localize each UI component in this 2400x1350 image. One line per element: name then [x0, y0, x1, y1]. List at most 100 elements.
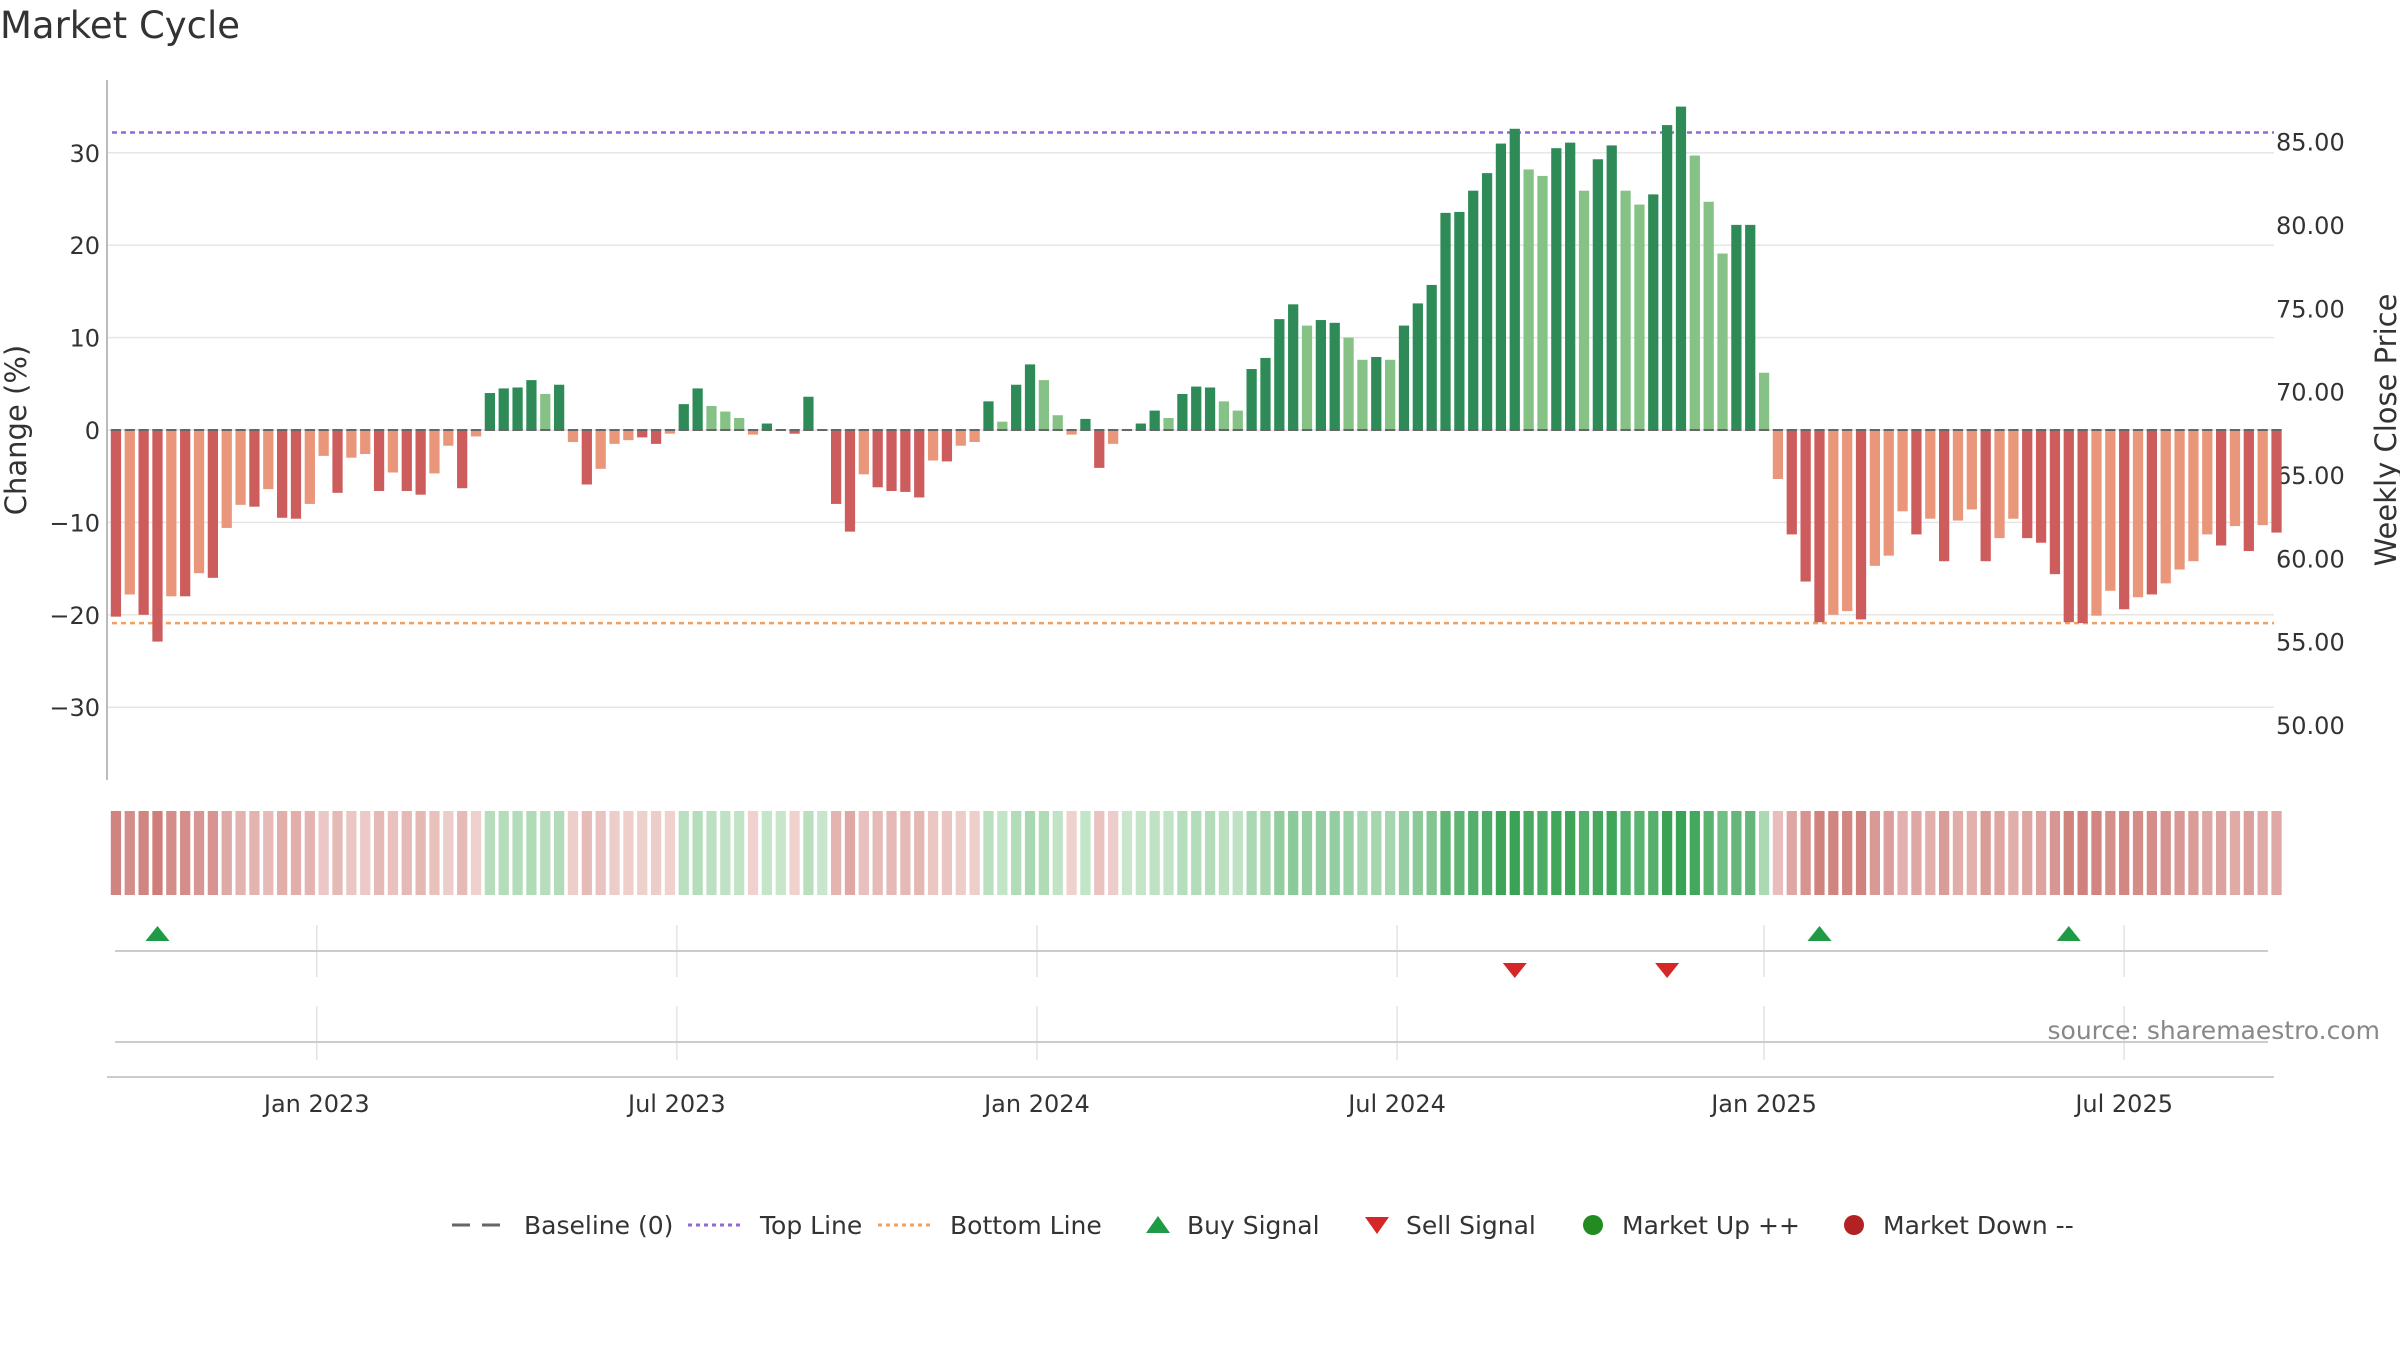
heat-cell	[1149, 811, 1160, 895]
bar	[1675, 106, 1687, 430]
bar	[2105, 430, 2116, 591]
heat-cell	[1565, 811, 1576, 895]
bar	[1274, 319, 1285, 430]
heat-cell	[650, 811, 662, 895]
bar	[1537, 175, 1548, 430]
bar	[1689, 155, 1700, 430]
y-tick-label: 10	[69, 325, 100, 353]
heat-cell	[927, 811, 939, 895]
bar	[415, 430, 426, 495]
bar	[1343, 337, 1354, 430]
heat-cell	[1385, 811, 1396, 895]
bar	[1980, 430, 1991, 562]
legend-label: Market Down --	[1883, 1211, 2074, 1240]
heat-cell	[1052, 811, 1063, 895]
heat-cell	[512, 811, 523, 895]
heat-cell	[249, 811, 260, 895]
bar	[1883, 430, 1894, 556]
heat-cell	[831, 811, 842, 895]
bar	[1246, 369, 1257, 430]
heat-cell	[1842, 811, 1853, 895]
heat-cell	[1689, 811, 1700, 895]
bar	[1869, 430, 1880, 566]
chart-title: Market Cycle	[0, 4, 241, 47]
heat-cell	[387, 811, 399, 895]
heat-cell	[2119, 811, 2130, 895]
bar	[429, 430, 440, 474]
legend-label: Sell Signal	[1406, 1211, 1536, 1240]
bar	[526, 380, 537, 430]
bar	[2049, 430, 2061, 575]
bar	[2091, 430, 2102, 616]
heat-cell	[1648, 811, 1659, 895]
legend-swatch-dot	[1844, 1215, 1864, 1235]
x-axis-ticks: Jan 2023 Jul 2023 Jan 2024 Jul 2024 Jan 2025…	[262, 1090, 2173, 1118]
bar	[997, 421, 1008, 430]
bar	[180, 430, 191, 597]
heat-cell	[470, 811, 482, 895]
heat-cell	[1357, 811, 1368, 895]
bar	[1731, 224, 1742, 430]
heat-cell	[567, 811, 579, 895]
heat-cell	[235, 811, 246, 895]
x-tick-label: Jul 2025	[2073, 1090, 2173, 1118]
heat-cell	[429, 811, 440, 895]
bar	[1163, 417, 1174, 430]
heat-cell	[2146, 811, 2157, 895]
bar	[706, 405, 717, 430]
heat-cell	[1952, 811, 1964, 895]
legend-label: Baseline (0)	[524, 1211, 673, 1240]
heat-cell	[761, 811, 772, 895]
y-tick-label: −20	[49, 602, 100, 630]
bar	[1620, 190, 1631, 430]
heat-cell	[872, 811, 883, 895]
right-tick-label: 60.00	[2276, 545, 2345, 573]
heat-cell	[2271, 811, 2282, 895]
bar	[304, 430, 315, 504]
heat-cell	[1786, 811, 1797, 895]
bar	[1011, 384, 1022, 430]
bar	[498, 388, 509, 430]
legend-item: Buy Signal	[1146, 1211, 1320, 1240]
heat-cell	[844, 811, 856, 895]
bar	[844, 430, 856, 532]
bar	[1994, 430, 2005, 539]
heat-cell	[678, 811, 689, 895]
bar	[2022, 430, 2033, 539]
heat-cell	[263, 811, 274, 895]
bar	[2229, 430, 2241, 527]
heat-cell	[332, 811, 343, 895]
heat-cell	[1731, 811, 1742, 895]
bar	[1191, 386, 1202, 430]
bar	[581, 430, 592, 485]
heat-cell	[1468, 811, 1479, 895]
heat-cell	[1371, 811, 1382, 895]
bar	[2160, 430, 2171, 584]
heat-cell	[1523, 811, 1534, 895]
bar	[138, 430, 149, 615]
heat-cell	[152, 811, 163, 895]
heat-cell	[2229, 811, 2241, 895]
bar	[1897, 430, 1908, 512]
bar	[1135, 423, 1146, 430]
source-label: source: sharemaestro.com	[2048, 1016, 2381, 1045]
bar	[858, 430, 869, 475]
heat-cell	[664, 811, 676, 895]
heat-cell	[1288, 811, 1299, 895]
bar	[360, 430, 371, 455]
bar	[1218, 401, 1230, 430]
bar	[221, 430, 232, 528]
bar	[1592, 159, 1603, 430]
heat-cell	[1703, 811, 1714, 895]
heat-cell	[1980, 811, 1991, 895]
legend: Baseline (0) Top Line Bottom Line Buy Signa…	[452, 1211, 2074, 1240]
bar	[1952, 430, 1964, 521]
bar	[290, 430, 302, 519]
heat-cell	[1066, 811, 1077, 895]
bar	[1329, 322, 1340, 430]
heat-cell	[1440, 811, 1451, 895]
bar	[1260, 357, 1271, 430]
bar	[1800, 430, 1811, 582]
heat-cell	[1177, 811, 1188, 895]
heat-cell	[1620, 811, 1631, 895]
